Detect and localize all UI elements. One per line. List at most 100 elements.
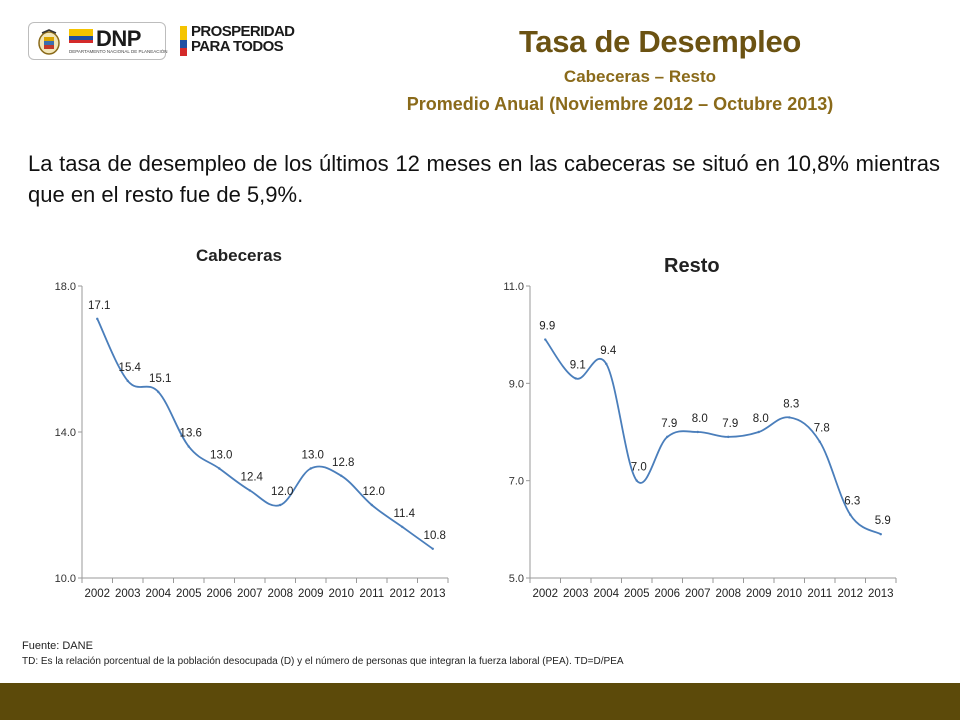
cabeceras-line-chart: 10.0 14.0 18.0 2002 2003 2004 2005 2006 2007 2008… <box>55 281 449 600</box>
data-label: 15.1 <box>149 373 171 385</box>
y-tick-label: 10.0 <box>55 573 76 585</box>
x-tick-label: 2008 <box>715 588 741 600</box>
data-point <box>788 416 791 419</box>
data-label: 15.4 <box>119 362 142 374</box>
data-label: 11.4 <box>393 508 415 520</box>
resto-line-chart: 5.0 7.0 9.0 11.0 2002 2003 2004 2005 2006 2007 200… <box>503 281 897 600</box>
source-note: Fuente: DANE <box>22 640 93 652</box>
x-tick-label: 2004 <box>593 588 619 600</box>
x-tick-label: 2012 <box>837 588 863 600</box>
data-label: 13.0 <box>210 450 232 462</box>
x-tick-label: 2007 <box>237 588 263 600</box>
y-tick-label: 5.0 <box>509 573 524 585</box>
prosperidad-logo: PROSPERIDAD PARA TODOS <box>180 24 300 60</box>
x-tick-label: 2006 <box>206 588 232 600</box>
data-label: 6.3 <box>844 496 860 508</box>
data-point <box>431 547 434 550</box>
x-tick-label: 2005 <box>624 588 650 600</box>
data-label: 8.0 <box>753 413 769 425</box>
data-point <box>157 390 160 394</box>
data-label: 9.4 <box>600 345 617 357</box>
x-tick-label: 2006 <box>654 588 680 600</box>
x-tick-label: 2008 <box>267 588 293 600</box>
data-label: 7.8 <box>814 423 830 435</box>
data-point <box>126 379 129 383</box>
data-label: 17.1 <box>88 300 110 312</box>
prosperidad-stripes-icon <box>180 26 187 56</box>
data-label: 8.3 <box>783 398 799 410</box>
y-tick-label: 18.0 <box>55 281 76 293</box>
colombia-seal-icon <box>38 29 60 55</box>
definition-note: TD: Es la relación porcentual de la pobl… <box>22 656 624 667</box>
x-tick-label: 2005 <box>176 588 202 600</box>
dnp-logo-subtitle: DEPARTAMENTO NACIONAL DE PLANEACIÓN <box>69 49 168 54</box>
data-point <box>370 503 373 507</box>
data-point <box>818 440 821 443</box>
data-label: 7.0 <box>631 462 647 474</box>
x-tick-label: 2011 <box>359 588 384 600</box>
x-tick-label: 2004 <box>145 588 171 600</box>
data-point <box>96 317 99 321</box>
x-tick-label: 2009 <box>298 588 324 600</box>
footer-bar <box>0 683 960 720</box>
data-point <box>401 525 404 529</box>
data-point <box>849 513 852 516</box>
data-point <box>574 377 577 380</box>
x-tick-label: 2013 <box>420 588 446 600</box>
data-label: 12.0 <box>363 486 385 498</box>
data-label: 7.9 <box>722 418 738 430</box>
x-tick-label: 2011 <box>807 588 832 600</box>
x-tick-label: 2013 <box>868 588 894 600</box>
x-tick-label: 2009 <box>746 588 772 600</box>
data-point <box>696 430 699 434</box>
y-tick-label: 14.0 <box>55 427 76 439</box>
page-title: Tasa de Desempleo <box>518 24 802 59</box>
series-line <box>96 318 434 550</box>
data-label: 12.8 <box>332 457 354 469</box>
data-point <box>309 467 312 470</box>
x-tick-label: 2002 <box>532 588 558 600</box>
x-tick-label: 2002 <box>84 588 110 600</box>
data-point <box>248 489 251 492</box>
x-tick-label: 2003 <box>115 588 141 600</box>
y-tick-label: 9.0 <box>509 378 524 390</box>
summary-text: La tasa de desempleo de los últimos 12 m… <box>28 151 940 207</box>
data-point <box>187 445 190 448</box>
prosperidad-line1: PROSPERIDAD <box>191 23 295 40</box>
data-label: 10.8 <box>424 530 446 542</box>
chart-title-resto: Resto <box>664 255 720 277</box>
page-subtitle-period: Promedio Anual (Noviembre 2012 – Octubre… <box>406 94 834 114</box>
data-label: 12.0 <box>271 486 293 498</box>
data-label: 8.0 <box>692 413 708 425</box>
data-point <box>340 474 343 477</box>
data-point <box>757 430 760 434</box>
x-tick-label: 2012 <box>389 588 415 600</box>
dnp-logo: DNP DEPARTAMENTO NACIONAL DE PLANEACIÓN <box>28 22 168 60</box>
data-point <box>218 467 221 470</box>
data-label: 9.9 <box>539 321 555 333</box>
page-subtitle: Cabeceras – Resto <box>563 67 717 86</box>
data-label: 13.0 <box>302 450 324 462</box>
prosperidad-line2: PARA TODOS <box>191 38 284 55</box>
x-tick-label: 2010 <box>776 588 802 600</box>
data-point <box>544 338 547 341</box>
dnp-logo-text: DNP <box>96 26 141 51</box>
data-label: 5.9 <box>875 515 891 527</box>
data-point <box>635 479 638 482</box>
data-point <box>727 435 730 439</box>
data-label: 9.1 <box>570 359 586 371</box>
series-line <box>544 338 882 536</box>
y-tick-label: 7.0 <box>509 476 524 488</box>
data-point <box>279 503 282 507</box>
data-point <box>879 533 882 536</box>
x-tick-label: 2010 <box>328 588 354 600</box>
data-label: 13.6 <box>180 428 202 440</box>
data-label: 12.4 <box>241 471 264 483</box>
chart-title-cabeceras: Cabeceras <box>196 246 283 265</box>
y-tick-label: 11.0 <box>503 281 524 293</box>
data-point <box>666 435 669 439</box>
flag-stripes-icon <box>69 29 93 43</box>
data-point <box>605 362 608 366</box>
data-label: 7.9 <box>661 418 677 430</box>
x-tick-label: 2003 <box>563 588 589 600</box>
